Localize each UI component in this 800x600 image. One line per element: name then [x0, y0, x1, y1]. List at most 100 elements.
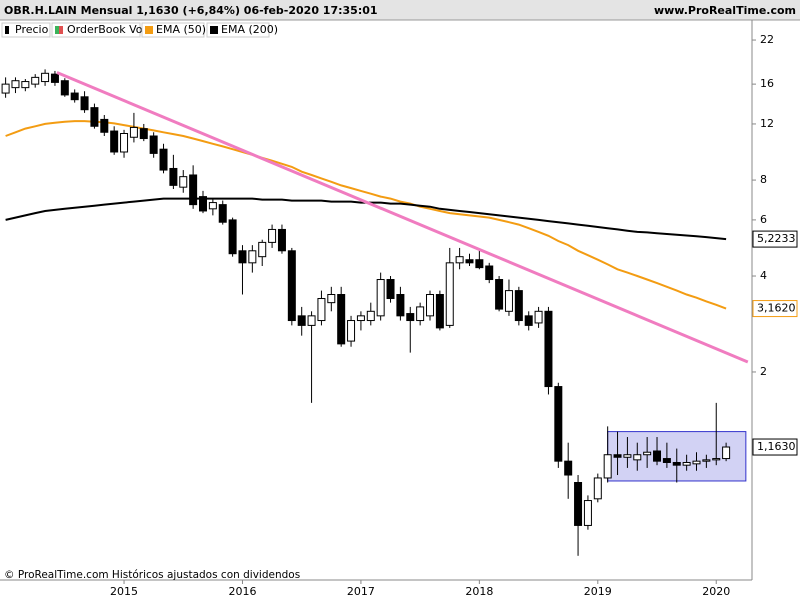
- candle-body: [514, 290, 523, 322]
- candle-body: [50, 73, 59, 83]
- candle-body: [199, 196, 207, 212]
- y-tick-label: 6: [760, 213, 767, 226]
- candle-body: [228, 219, 237, 255]
- y-tick-label: 8: [760, 173, 767, 186]
- candle-body: [287, 250, 296, 322]
- header-bar: [0, 0, 800, 20]
- legend-swatch: [55, 26, 59, 34]
- y-tick-label: 2: [760, 365, 767, 378]
- candle-body: [396, 294, 405, 317]
- legend-label: OrderBook Vol: [67, 23, 146, 36]
- candle-body: [70, 92, 79, 101]
- candle-body: [662, 458, 671, 463]
- y-tick-label: 22: [760, 33, 774, 46]
- candle-body: [277, 228, 286, 252]
- candle-body: [633, 454, 642, 461]
- candle-body: [110, 130, 119, 153]
- candle-body: [337, 294, 346, 345]
- candle-body: [485, 265, 494, 281]
- candle-body: [307, 315, 316, 326]
- candle-body: [504, 290, 513, 312]
- candle-body: [347, 320, 356, 342]
- legend-label: EMA (200): [221, 23, 278, 36]
- footer: © ProRealTime.com Históricos ajustados c…: [4, 569, 300, 581]
- candle-body: [238, 250, 247, 264]
- candle-body: [139, 128, 148, 140]
- legend-box: [141, 22, 205, 38]
- site: www.ProRealTime.com: [654, 4, 796, 17]
- close-label-box: [752, 438, 798, 456]
- candle-body: [376, 279, 385, 317]
- chart-title: OBR.H.LAIN Mensual 1,1630 (+6,84%) 06-fe…: [4, 4, 378, 17]
- candle-body: [218, 204, 227, 223]
- candle-body: [465, 259, 474, 264]
- candle-body: [169, 167, 178, 186]
- x-tick-label: 2015: [110, 585, 138, 598]
- candle-body: [426, 294, 435, 317]
- ema-line: [5, 120, 727, 310]
- candle-body: [435, 294, 444, 329]
- candle-body: [524, 315, 533, 326]
- candle-body: [327, 294, 336, 304]
- y-tick-label: 12: [760, 117, 774, 130]
- candle-body: [317, 298, 326, 322]
- candle-body: [475, 259, 484, 269]
- candle-body: [455, 256, 464, 264]
- candle-body: [554, 386, 563, 462]
- candle-body: [564, 460, 573, 476]
- legend-box: [206, 22, 270, 38]
- candle-body: [603, 454, 612, 479]
- candle-body: [208, 202, 217, 210]
- last-value-label: 3,1620: [757, 302, 796, 315]
- candle-body: [120, 132, 129, 153]
- candle-body: [179, 176, 188, 188]
- ema-line: [5, 197, 727, 241]
- legend-swatch: [59, 26, 63, 34]
- candle-body: [406, 313, 415, 322]
- candle-body: [583, 500, 592, 526]
- candle-body: [268, 228, 277, 243]
- candle-body: [386, 279, 395, 300]
- candle-body: [366, 310, 375, 322]
- close-label: 1,1630: [757, 440, 796, 453]
- candle-body: [574, 482, 583, 526]
- legend-swatch: [210, 26, 218, 34]
- x-tick-label: 2017: [347, 585, 375, 598]
- candle-body: [297, 315, 306, 326]
- candle-body: [672, 461, 681, 466]
- candle-body: [11, 80, 20, 89]
- candle-body: [100, 118, 109, 133]
- candle-body: [445, 262, 454, 326]
- candle-body: [356, 315, 365, 322]
- x-tick-label: 2019: [584, 585, 612, 598]
- candle-body: [41, 72, 50, 83]
- candle-body: [31, 76, 40, 85]
- candle-body: [248, 250, 257, 264]
- y-tick-label: 4: [760, 269, 767, 282]
- candle-body: [21, 81, 30, 89]
- candle-body: [682, 461, 691, 466]
- trendline: [56, 71, 749, 364]
- legend-swatch: [145, 26, 153, 34]
- candle-body: [80, 96, 89, 111]
- last-value-label-box: [752, 300, 798, 318]
- candle-body: [534, 310, 543, 324]
- candle-body: [702, 459, 711, 462]
- legend-box: [1, 22, 51, 38]
- candle-body: [692, 460, 701, 465]
- candle-body: [416, 306, 425, 322]
- candle-body: [159, 148, 168, 171]
- legend-label: EMA (50): [156, 23, 206, 36]
- x-tick-label: 2018: [465, 585, 493, 598]
- candle-body: [722, 446, 731, 460]
- candle-body: [712, 458, 721, 461]
- last-value-label-box: [752, 230, 798, 248]
- candle-body: [613, 454, 622, 458]
- candle-body: [60, 80, 69, 96]
- x-tick-label: 2016: [228, 585, 256, 598]
- candle-body: [643, 451, 652, 456]
- candle-body: [495, 279, 504, 310]
- candle-body: [653, 450, 662, 462]
- x-tick-label: 2020: [702, 585, 730, 598]
